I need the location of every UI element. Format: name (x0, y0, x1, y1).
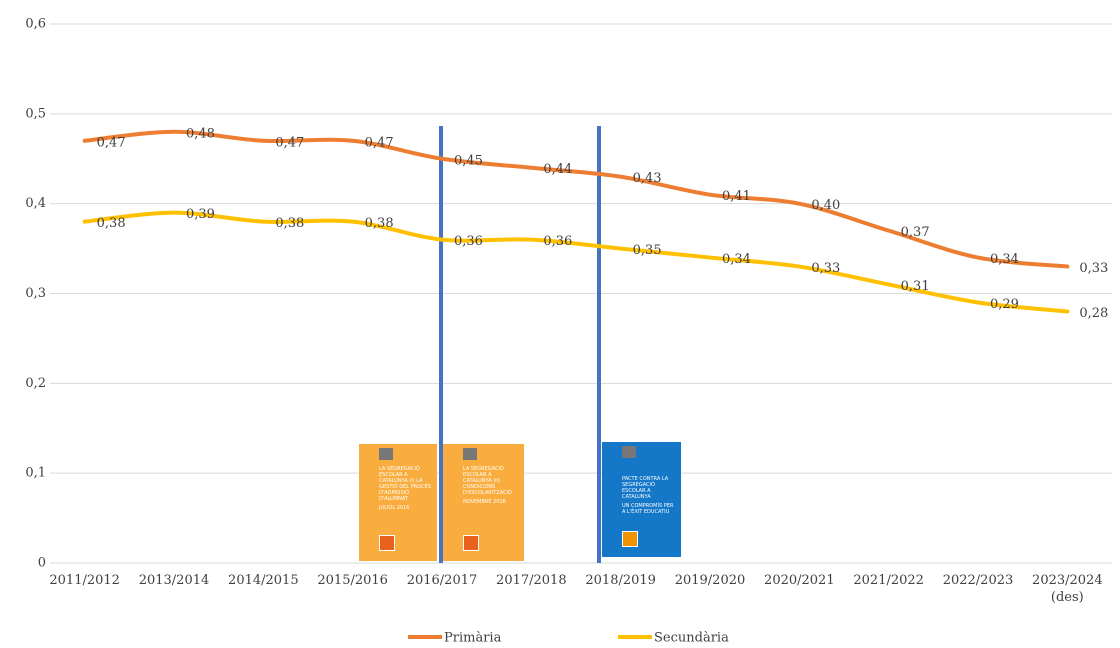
data-label: 0,38 (275, 216, 304, 231)
data-label: 0,33 (1079, 261, 1108, 276)
cover-subtitle: NOVEMBRE 2016 (463, 499, 506, 505)
x-tick-label: 2020/2021 (764, 573, 835, 588)
cover-title: LA SEGREGACIÓ ESCOLAR A CATALUNYA (II) C… (463, 466, 512, 496)
data-label: 0,28 (1079, 306, 1108, 321)
y-tick-label: 0,3 (25, 286, 46, 301)
x-tick-label: 2016/2017 (406, 573, 478, 588)
data-label: 0,37 (901, 225, 930, 240)
data-label: 0,34 (990, 252, 1019, 267)
cover-title: LA SEGREGACIÓ ESCOLAR A CATALUNYA (I) LA… (379, 466, 431, 502)
y-tick-label: 0 (38, 556, 46, 571)
data-label: 0,47 (365, 135, 394, 150)
data-label: 0,36 (454, 234, 483, 249)
x-tick-label: 2017/2018 (496, 573, 567, 588)
y-tick-label: 0,4 (25, 196, 46, 211)
data-label: 0,41 (722, 189, 751, 204)
data-label: 0,29 (990, 297, 1019, 312)
series-line (82, 210, 1070, 314)
y-tick-label: 0,6 (25, 17, 46, 32)
data-label: 0,48 (186, 126, 215, 141)
cover-title: PACTE CONTRA LA SEGREGACIÓ ESCOLAR A CAT… (622, 476, 669, 500)
data-label: 0,40 (811, 198, 840, 213)
x-tick-label: 2013/2014 (138, 573, 210, 588)
legend-label: Primària (444, 631, 502, 646)
data-label: 0,35 (633, 243, 662, 258)
cover-subtitle: UN COMPROMÍS PER A L'ÈXIT EDUCATIU (622, 503, 674, 515)
data-label: 0,31 (901, 279, 930, 294)
report-cover: LA SEGREGACIÓ ESCOLAR A CATALUNYA (II) C… (443, 444, 524, 561)
report-cover: LA SEGREGACIÓ ESCOLAR A CATALUNYA (I) LA… (359, 444, 437, 561)
data-label: 0,38 (365, 216, 394, 231)
data-label: 0,39 (186, 207, 215, 222)
y-tick-label: 0,1 (25, 466, 46, 481)
data-label: 0,43 (633, 171, 662, 186)
x-tick-label: 2021/2022 (853, 573, 924, 588)
cover-subtitle: JULIOL 2016 (379, 505, 410, 511)
x-tick-label: 2019/2020 (674, 573, 746, 588)
series-line (82, 129, 1070, 269)
data-label: 0,47 (275, 135, 304, 150)
data-label: 0,34 (722, 252, 751, 267)
data-label: 0,33 (811, 261, 840, 276)
data-label: 0,47 (97, 135, 126, 150)
data-label: 0,45 (454, 153, 483, 168)
x-tick-label: 2018/2019 (585, 573, 656, 588)
x-tick-label: 2014/2015 (228, 573, 299, 588)
y-tick-label: 0,2 (25, 376, 46, 391)
report-cover: PACTE CONTRA LA SEGREGACIÓ ESCOLAR A CAT… (602, 442, 681, 557)
x-tick-label: 2023/2024 (des) (1032, 573, 1103, 605)
x-tick-label: 2022/2023 (942, 573, 1014, 588)
x-tick-label: 2011/2012 (49, 573, 120, 588)
data-label: 0,44 (543, 162, 572, 177)
data-label: 0,38 (97, 216, 126, 231)
y-tick-label: 0,5 (25, 106, 46, 121)
legend-label: Secundària (654, 631, 729, 646)
x-tick-label: 2015/2016 (317, 573, 388, 588)
data-label: 0,36 (543, 234, 572, 249)
grid (50, 23, 1112, 564)
